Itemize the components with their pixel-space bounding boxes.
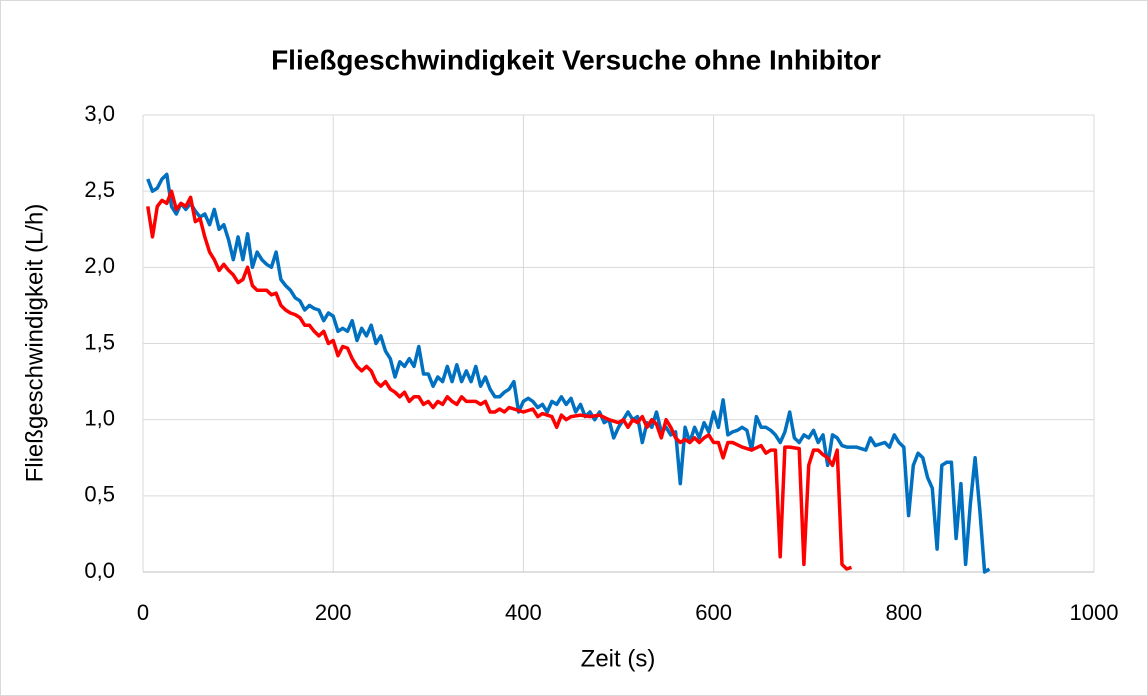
x-tick-label: 600: [695, 600, 732, 625]
chart-title: Fließgeschwindigkeit Versuche ohne Inhib…: [271, 44, 881, 75]
y-tick-label: 0,0: [84, 558, 115, 583]
data-line: [146, 189, 853, 571]
y-axis-label: Fließgeschwindigkeit (L/h): [21, 204, 48, 483]
y-tick-label: 3,0: [84, 101, 115, 126]
data-line: [146, 172, 991, 574]
y-tick-label: 2,5: [84, 177, 115, 202]
y-tick-label: 1,5: [84, 329, 115, 354]
y-tick-label: 1,0: [84, 405, 115, 430]
x-tick-label: 200: [315, 600, 352, 625]
x-axis-label: Zeit (s): [581, 645, 656, 672]
y-tick-label: 0,5: [84, 482, 115, 507]
y-tick-label: 2,0: [84, 253, 115, 278]
x-tick-label: 400: [505, 600, 542, 625]
x-tick-label: 800: [885, 600, 922, 625]
x-tick-label: 1000: [1070, 600, 1119, 625]
x-tick-label: 0: [137, 600, 149, 625]
